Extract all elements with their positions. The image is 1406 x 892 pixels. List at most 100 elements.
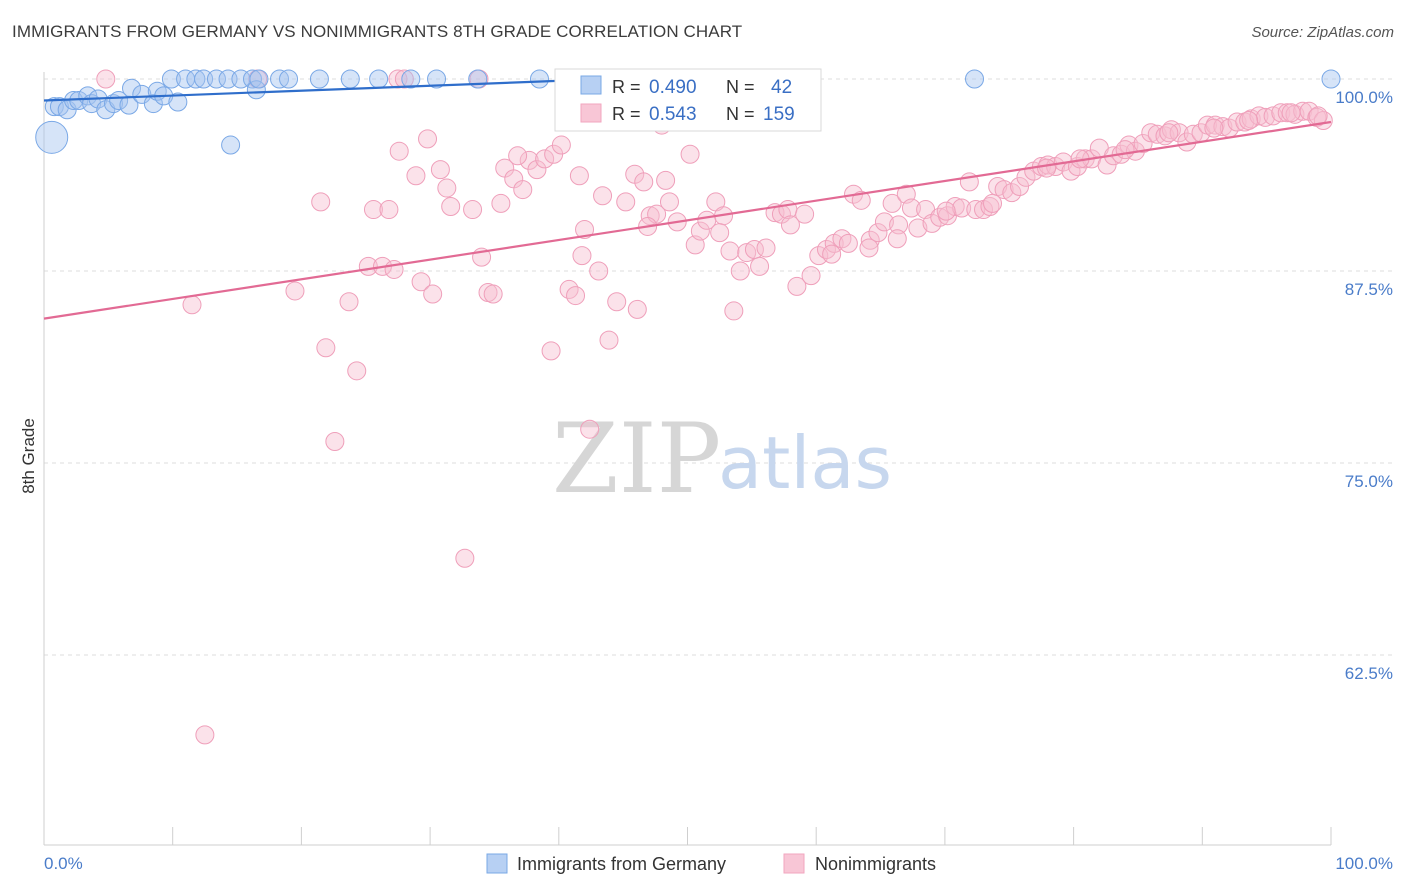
legend-swatch-germany (580, 75, 602, 95)
nonimmigrant-point (483, 284, 503, 304)
series-legend: Immigrants from Germany Nonimmigrants (486, 853, 936, 874)
germany-point (194, 69, 214, 89)
nonimmigrant-point (801, 266, 821, 286)
germany-point (468, 69, 488, 89)
nonimmigrant-point (423, 284, 443, 304)
nonimmigrant-point (750, 256, 770, 276)
nonimmigrant-point (874, 212, 894, 232)
nonimmigrant-point (780, 215, 800, 235)
germany-point (161, 69, 181, 89)
y-axis-title: 8th Grade (19, 418, 38, 494)
nonimmigrant-point (983, 193, 1003, 213)
legend-r-label-nonimmigrants: R = (612, 104, 641, 124)
germany-point (427, 69, 447, 89)
nonimmigrant-point (358, 256, 378, 276)
nonimmigrant-point (411, 272, 431, 292)
nonimmigrant-point (966, 200, 986, 220)
germany-point (119, 95, 139, 115)
nonimmigrant-point (859, 238, 879, 258)
legend-n-label-nonimmigrants: N = (726, 104, 755, 124)
nonimmigrant-point (569, 166, 589, 186)
nonimmigrant-point (889, 215, 909, 235)
germany-point (206, 69, 226, 89)
nonimmigrant-point (491, 193, 511, 213)
nonimmigrant-point (437, 178, 457, 198)
nonimmigrant-point (575, 220, 595, 240)
nonimmigrant-point (1133, 134, 1153, 154)
germany-point (186, 69, 206, 89)
nonimmigrant-point (1159, 123, 1179, 143)
y-tick-label: 62.5% (1345, 664, 1393, 683)
germany-point (965, 69, 985, 89)
nonimmigrant-point (1281, 103, 1301, 123)
nonimmigrant-point (1263, 106, 1283, 126)
nonimmigrant-point (1115, 140, 1135, 160)
germany-point (309, 69, 329, 89)
nonimmigrant-point (513, 180, 533, 200)
nonimmigrant-point (551, 135, 571, 155)
nonimmigrant-point (379, 200, 399, 220)
nonimmigrant-point (887, 229, 907, 249)
nonimmigrant-point (580, 419, 600, 439)
nonimmigrant-point (394, 69, 414, 89)
germany-point (132, 84, 152, 104)
x-tick-labels: 0.0% 100.0% (44, 854, 1393, 873)
y-tick-label: 87.5% (1345, 280, 1393, 299)
nonimmigrant-point (455, 548, 475, 568)
nonimmigrant-point (838, 233, 858, 253)
nonimmigrant-point (1010, 177, 1030, 197)
nonimmigrant-point (1239, 110, 1259, 130)
nonimmigrant-point (1249, 106, 1269, 126)
legend-n-germany: 42 (771, 77, 792, 98)
nonimmigrant-point (339, 292, 359, 312)
germany-point (242, 69, 262, 89)
bottom-legend-swatch-germany (486, 853, 508, 874)
nonimmigrant-point (406, 166, 426, 186)
legend-n-label-germany: N = (726, 77, 755, 97)
nonimmigrant-point (325, 431, 345, 451)
bottom-legend-swatch-nonimmigrants (783, 853, 805, 874)
y-tick-label: 100.0% (1335, 88, 1393, 107)
germany-point (249, 69, 269, 89)
nonimmigrant-point (463, 200, 483, 220)
nonimmigrant-point (720, 241, 740, 261)
nonimmigrant-point (659, 192, 679, 212)
nonimmigrant-point (418, 129, 438, 149)
nonimmigrant-point (980, 196, 1000, 216)
nonimmigrant-point (882, 193, 902, 213)
nonimmigrant-point (607, 292, 627, 312)
nonimmigrant-point (710, 223, 730, 243)
germany-point (35, 120, 69, 154)
nonimmigrant-point (680, 144, 700, 164)
nonimmigrant-point (737, 243, 757, 263)
germany-point (340, 69, 360, 89)
nonimmigrant-point (656, 170, 676, 190)
watermark-atlas: atlas (718, 421, 892, 505)
x-tick-label: 100.0% (1335, 854, 1393, 873)
nonimmigrant-point (936, 201, 956, 221)
nonimmigrant-point (851, 190, 871, 210)
nonimmigrant-point (311, 192, 331, 212)
germany-point (279, 69, 299, 89)
germany-point (369, 69, 389, 89)
nonimmigrant-point (96, 69, 116, 89)
nonimmigrant-point (541, 341, 561, 361)
nonimmigrant-point (566, 286, 586, 306)
gridlines (44, 78, 1392, 656)
bottom-legend-nonimmigrants: Nonimmigrants (815, 854, 936, 874)
nonimmigrant-point (922, 213, 942, 233)
germany-point (529, 69, 549, 89)
chart-title: IMMIGRANTS FROM GERMANY VS NONIMMIGRANTS… (12, 22, 743, 41)
nonimmigrant-point (1255, 107, 1275, 127)
germany-point (96, 100, 116, 120)
nonimmigrant-point (1002, 183, 1022, 203)
nonimmigrant-point (627, 299, 647, 319)
nonimmigrant-point (787, 276, 807, 296)
watermark: ZIP atlas (552, 403, 892, 515)
germany-point (49, 97, 69, 117)
nonimmigrant-point (182, 295, 202, 315)
germany-point (168, 92, 188, 112)
legend-n-nonimmigrants: 159 (763, 104, 795, 125)
nonimmigrant-point (908, 218, 928, 238)
